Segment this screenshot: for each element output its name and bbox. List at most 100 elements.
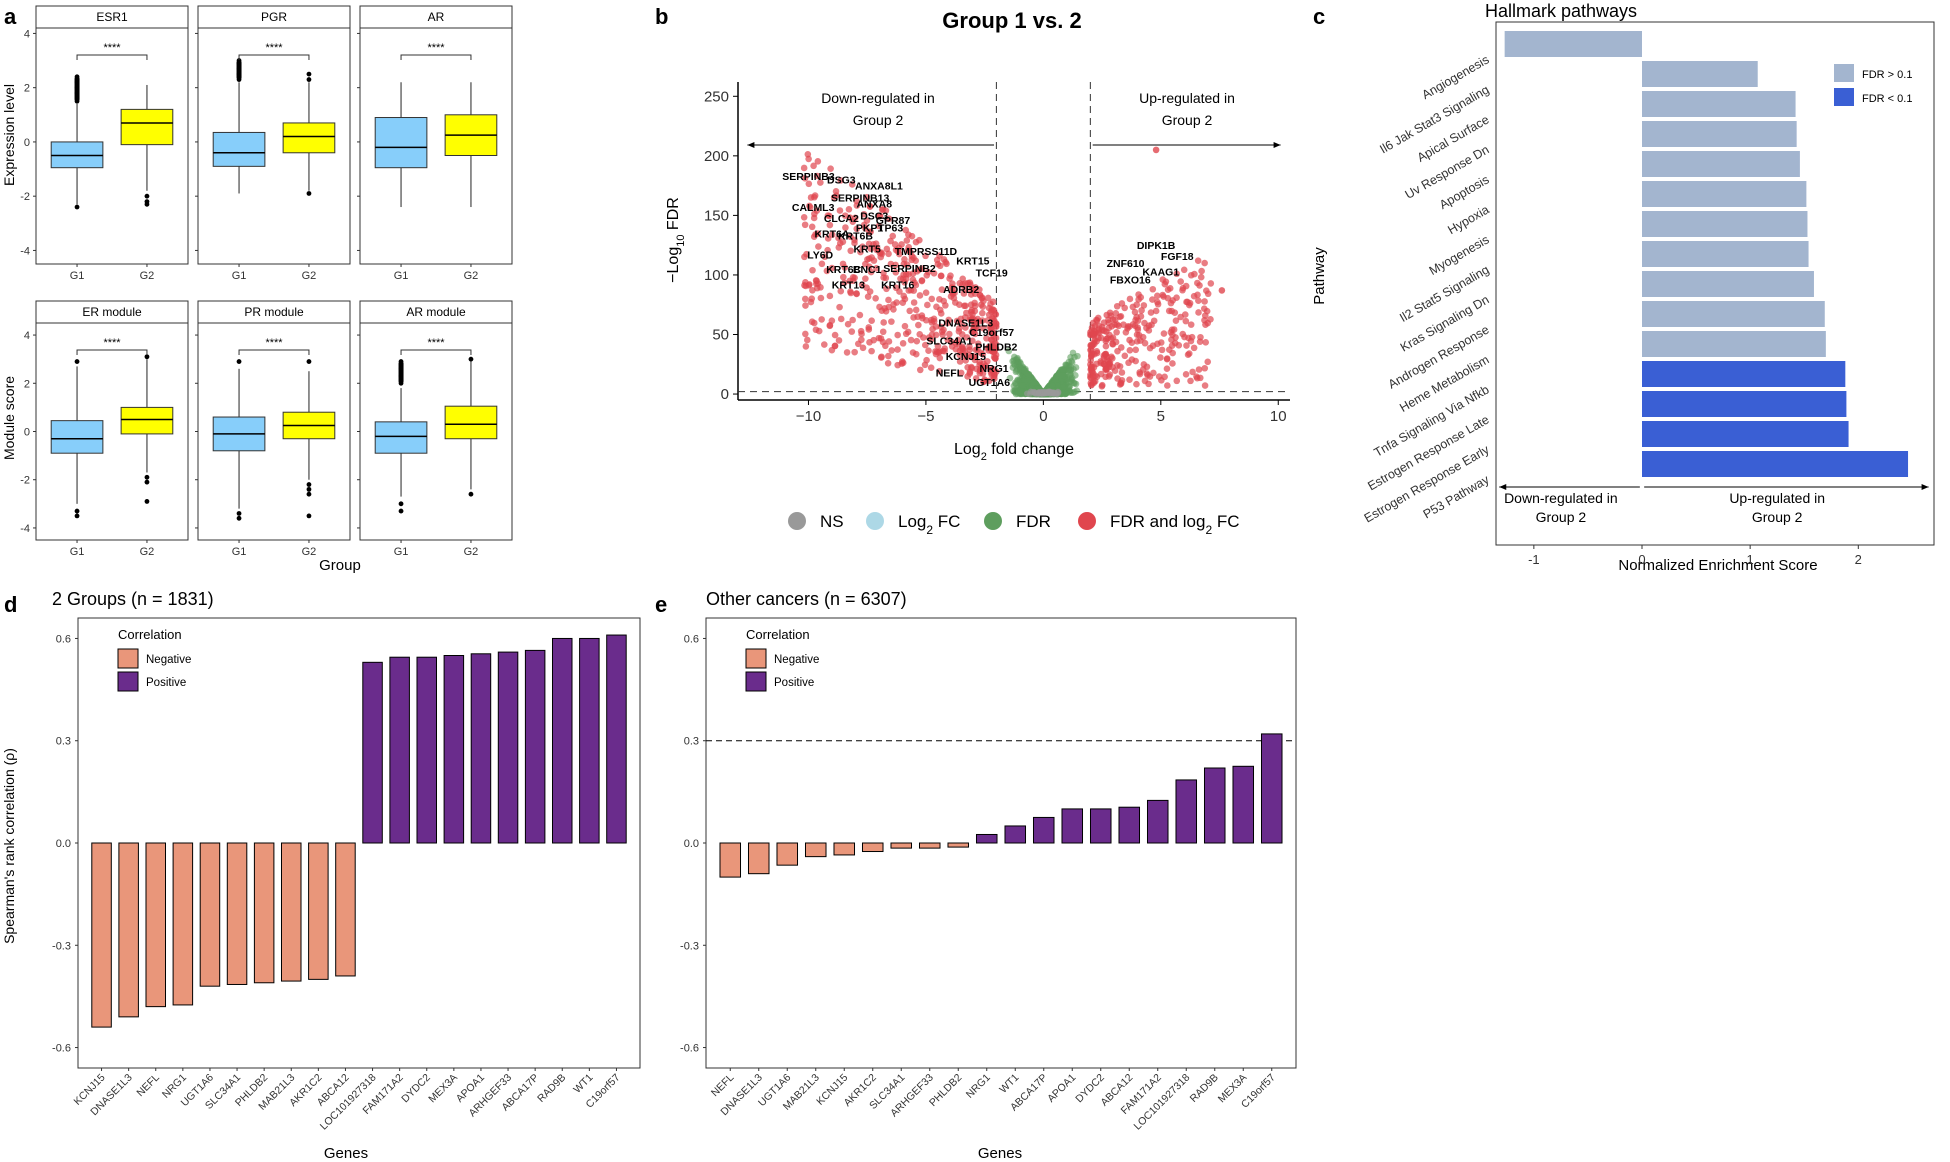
x-tick-label: G2 [140, 270, 155, 282]
point-fdr-fc [1195, 309, 1202, 316]
point-fdr-fc [946, 330, 953, 338]
point-fdr-fc [1102, 342, 1110, 350]
point-fdr-fc [866, 203, 874, 211]
correlation-bar [362, 661, 383, 844]
point-fdr-fc [1093, 317, 1101, 324]
point-fdr-fc [1102, 373, 1109, 381]
correlation-bar [1118, 806, 1141, 844]
point-fdr-fc [949, 290, 957, 298]
point-fdr-fc [1194, 291, 1201, 299]
outlier-point [144, 474, 150, 480]
significance-label: **** [265, 42, 283, 54]
point-fdr-fc [859, 344, 867, 352]
point-fdr-fc [1149, 285, 1157, 293]
legend-fdr-low-label: FDR < 0.1 [1862, 93, 1912, 105]
point-fdr-fc [912, 238, 920, 246]
point-fdr-fc [948, 284, 956, 291]
facet-title: AR [428, 10, 445, 24]
x-tick-label: G1 [394, 546, 409, 558]
correlation-bar [1032, 816, 1055, 844]
correlation-bar [975, 833, 998, 844]
hallmark-bar [1642, 241, 1809, 267]
point-fdr-fc [1097, 334, 1105, 342]
point-fdr-fc [1109, 364, 1116, 371]
y-tick-label: 0 [24, 427, 30, 439]
point-fdr-fc [858, 330, 865, 338]
x-tick-label: −5 [917, 408, 934, 425]
point-fdr-fc [802, 302, 809, 309]
correlation-bar [890, 842, 913, 849]
correlation-bar [579, 637, 600, 844]
point-fdr-fc [814, 158, 822, 165]
point-fdr-fc [916, 330, 924, 338]
outlier-point [74, 359, 80, 364]
point-fdr-fc [826, 292, 834, 300]
point-fdr-fc [876, 212, 883, 219]
point-fdr-fc [1177, 313, 1184, 321]
point-fdr-fc [1128, 356, 1136, 363]
point-fdr [1025, 371, 1033, 379]
outlier-point [74, 513, 80, 519]
legend-negative-label: Negative [774, 654, 819, 666]
point-fdr-fc [877, 354, 885, 361]
outlier-point [306, 359, 312, 364]
hallmark-bar [1642, 301, 1825, 327]
legend-negative-label: Negative [146, 654, 191, 666]
y-tick-label: 100 [704, 267, 729, 284]
point-fdr-fc [1088, 364, 1096, 371]
point-fdr-fc [815, 327, 823, 335]
point-fdr-fc [903, 237, 911, 244]
correlation-bar [1146, 799, 1169, 844]
gene-label: KRT13 [832, 279, 865, 291]
point-fdr-fc [987, 369, 995, 376]
gene-label: PKP1 [856, 222, 884, 234]
point-fdr-fc [885, 352, 892, 360]
point-fdr-fc [1189, 368, 1196, 376]
point-fdr-fc [1158, 346, 1166, 354]
significance-label: **** [265, 337, 283, 349]
point-fdr-fc [904, 247, 912, 254]
point-fdr [1031, 379, 1039, 387]
point-fdr-fc [1194, 257, 1202, 264]
point-fdr-fc [1113, 328, 1120, 336]
significance-label: **** [427, 42, 445, 54]
point-fdr-fc [823, 267, 831, 275]
y-tick-label: -4 [20, 245, 30, 257]
gene-label: NRG1 [979, 363, 1008, 375]
point-fdr [1005, 347, 1013, 355]
point-fdr-fc [808, 295, 816, 302]
outlier-point [236, 515, 242, 521]
point-fdr [1073, 387, 1081, 394]
point-fdr-fc [1140, 302, 1148, 309]
region-down-line1: Down-regulated in [821, 90, 935, 106]
point-fdr-fc [845, 206, 853, 213]
point-fdr-fc [912, 281, 920, 289]
point-fdr-fc [1109, 316, 1117, 323]
point-fdr-fc [930, 270, 938, 277]
point-fdr-fc [1136, 370, 1144, 378]
point-fdr-fc [979, 303, 987, 310]
point-fdr-fc [901, 322, 909, 330]
point-fdr-fc [936, 354, 944, 362]
y-tick-label: 4 [24, 330, 30, 342]
point-fdr-fc [1116, 363, 1124, 370]
panel-label-c: c [1313, 4, 1325, 29]
correlation-bar [551, 637, 573, 844]
point-fdr-fc [1164, 382, 1171, 389]
point-fdr-fc [1129, 303, 1137, 311]
point-fdr-fc [933, 348, 941, 356]
point-fdr [1059, 366, 1067, 373]
panel-e-xlabel: Genes [978, 1145, 1022, 1162]
legend-positive-swatch [745, 671, 767, 692]
point-fdr-fc [870, 336, 878, 344]
significance-bracket [76, 54, 148, 60]
point-fdr-fc [1095, 326, 1102, 333]
point-fdr-fc [933, 303, 940, 311]
outlier-point [236, 511, 242, 516]
point-fdr-fc [1169, 331, 1176, 339]
point-fdr-fc [1112, 309, 1120, 317]
hallmark-bar [1642, 211, 1808, 237]
point-fdr-fc [837, 315, 845, 323]
point-fdr-fc [836, 303, 843, 311]
plot-frame [77, 617, 641, 1069]
